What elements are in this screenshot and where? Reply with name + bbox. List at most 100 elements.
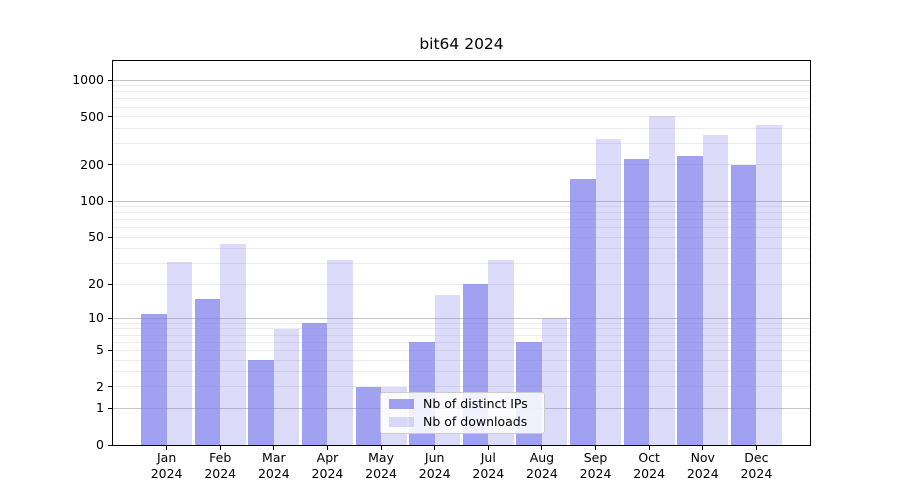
bar-downloads-aug <box>541 318 568 445</box>
gridline-minor <box>113 236 810 238</box>
y-tick-mark <box>108 349 112 351</box>
gridline-minor <box>113 127 810 129</box>
y-tick-label: 1 <box>96 400 104 416</box>
bar-ips-nov <box>677 156 703 445</box>
x-tick-label: Mar 2024 <box>257 450 290 481</box>
y-tick-mark <box>108 79 112 81</box>
y-tick-mark <box>108 317 112 319</box>
gridline-minor <box>113 212 810 214</box>
gridline-minor <box>113 85 810 87</box>
bar-downloads-apr <box>327 260 353 445</box>
x-tick-label: Jun 2024 <box>418 450 451 481</box>
bar-ips-apr <box>301 323 328 445</box>
gridline-minor <box>113 386 810 388</box>
bar-downloads-nov <box>702 134 729 445</box>
bar-downloads-sep <box>595 139 621 445</box>
gridline-minor <box>113 334 810 336</box>
x-tick-mark <box>541 446 543 450</box>
x-tick-label: Feb 2024 <box>204 450 237 481</box>
x-tick-label: Apr 2024 <box>311 450 344 481</box>
y-tick-label: 10 <box>88 310 104 326</box>
bar-ips-jan <box>141 313 167 445</box>
y-tick-label: 0 <box>96 437 104 452</box>
y-tick-label: 2 <box>96 378 104 394</box>
bar-ips-oct <box>623 159 650 445</box>
y-tick-label: 50 <box>88 229 104 245</box>
y-tick-mark <box>108 407 112 409</box>
legend-item-distinct-ips: Nb of distinct IPs <box>389 397 536 411</box>
y-tick-label: 1000 <box>72 72 104 88</box>
legend-label-distinct-ips: Nb of distinct IPs <box>423 396 528 411</box>
legend-swatch-downloads <box>389 417 414 427</box>
x-tick-mark <box>219 446 221 450</box>
gridline-minor <box>113 164 810 166</box>
legend-swatch-ips <box>389 399 414 409</box>
x-tick-mark <box>380 446 382 450</box>
gridline-minor <box>113 116 810 118</box>
plot-area <box>112 60 811 446</box>
gridline-minor <box>113 219 810 221</box>
x-tick-label: Jan 2024 <box>150 450 183 481</box>
bar-ips-mar <box>248 360 274 445</box>
bar-downloads-dec <box>756 125 782 445</box>
gridline-minor <box>113 248 810 250</box>
gridline-minor <box>113 322 810 324</box>
y-tick-label: 5 <box>96 342 104 358</box>
gridline-minor <box>113 106 810 108</box>
chart-title: bit64 2024 <box>419 35 504 53</box>
bar-ips-feb <box>194 298 221 445</box>
gridline-minor <box>113 143 810 145</box>
gridline-minor <box>113 283 810 285</box>
gridline-minor <box>113 263 810 265</box>
gridline-minor <box>113 91 810 93</box>
gridline-minor <box>113 206 810 208</box>
y-tick-mark <box>108 164 112 166</box>
bar-downloads-feb <box>220 243 246 445</box>
bar-ips-may <box>355 387 382 445</box>
x-tick-mark <box>595 446 597 450</box>
x-tick-mark <box>273 446 275 450</box>
gridline-minor <box>113 341 810 343</box>
y-tick-label: 100 <box>80 193 104 209</box>
gridline-minor <box>113 359 810 361</box>
gridline-major <box>113 79 810 81</box>
gridline-minor <box>113 227 810 229</box>
y-tick-mark <box>108 444 112 446</box>
bar-downloads-oct <box>649 115 675 445</box>
gridline-major <box>113 200 810 202</box>
gridline-minor <box>113 98 810 100</box>
x-tick-label: May 2024 <box>365 450 397 481</box>
y-tick-mark <box>108 116 112 118</box>
y-tick-mark <box>108 200 112 202</box>
legend: Nb of distinct IPs Nb of downloads <box>380 392 545 434</box>
x-tick-mark <box>434 446 436 450</box>
x-tick-mark <box>755 446 757 450</box>
x-tick-label: Aug 2024 <box>526 450 558 481</box>
x-tick-label: Dec 2024 <box>740 450 773 481</box>
y-tick-mark <box>108 236 112 238</box>
y-tick-mark <box>108 386 112 388</box>
x-tick-label: Oct 2024 <box>633 450 666 481</box>
x-tick-mark <box>166 446 168 450</box>
legend-label-downloads: Nb of downloads <box>423 414 528 429</box>
y-tick-label: 200 <box>80 156 104 172</box>
x-tick-label: Nov 2024 <box>686 450 719 481</box>
x-tick-label: Sep 2024 <box>579 450 612 481</box>
y-tick-label: 500 <box>80 108 104 124</box>
x-tick-mark <box>326 446 328 450</box>
gridline-minor <box>113 371 810 373</box>
gridline-major <box>113 317 810 319</box>
x-tick-mark <box>702 446 704 450</box>
y-tick-mark <box>108 283 112 285</box>
bar-ips-sep <box>570 179 596 445</box>
bar-downloads-mar <box>273 328 300 445</box>
bar-ips-dec <box>730 164 757 445</box>
x-tick-mark <box>487 446 489 450</box>
gridline-minor <box>113 349 810 351</box>
x-tick-mark <box>648 446 650 450</box>
bar-downloads-jan <box>166 261 193 445</box>
y-tick-label: 20 <box>88 276 104 292</box>
legend-item-downloads: Nb of downloads <box>389 415 536 429</box>
x-tick-label: Jul 2024 <box>472 450 505 481</box>
